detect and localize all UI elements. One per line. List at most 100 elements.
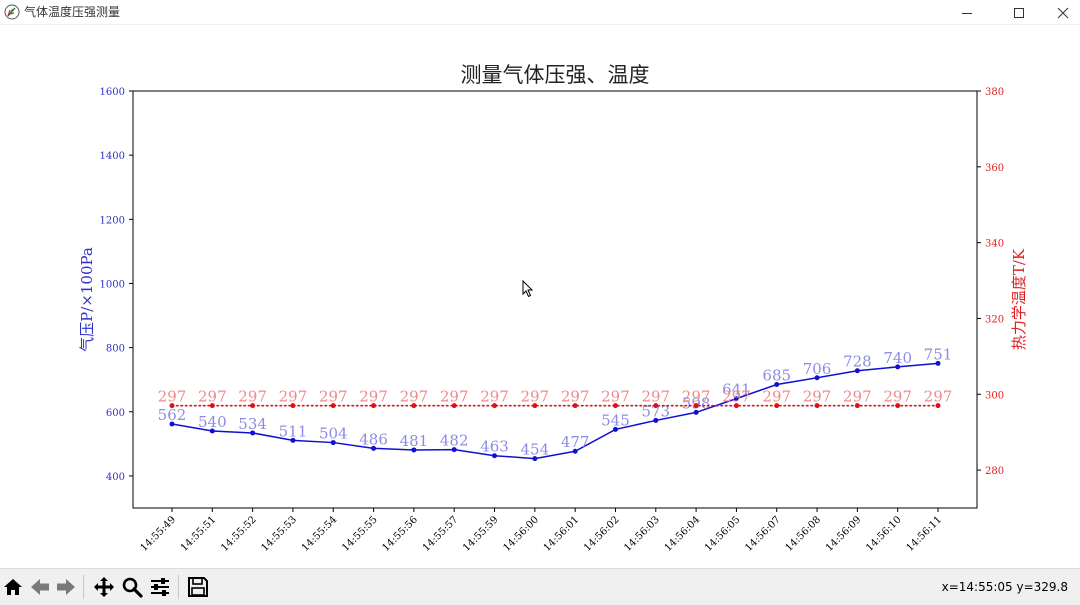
series-1-data-label: 454 — [521, 441, 550, 459]
series-2-data-label: 297 — [400, 388, 429, 406]
x-axis-tick-label: 14:56:03 — [622, 514, 662, 554]
series-1-data-label: 463 — [480, 438, 509, 456]
home-button[interactable] — [1, 574, 25, 600]
series-2-data-label: 297 — [359, 388, 388, 406]
series-2-data-label: 297 — [238, 388, 267, 406]
chart-svg[interactable]: 测量气体压强、温度 400 600 800 1000 1200 1400 1600 280 300… — [0, 25, 1080, 568]
x-axis-tick-label: 14:55:53 — [260, 514, 300, 554]
series-2-data-label: 297 — [803, 388, 832, 406]
series-1-point — [290, 437, 296, 443]
series-2-point — [814, 403, 820, 409]
pan-button[interactable] — [92, 574, 116, 600]
series-2-point — [330, 403, 336, 409]
x-axis-tick-label: 14:56:11 — [905, 514, 945, 554]
feather-app-icon — [4, 4, 20, 20]
navigation-toolbar: x=14:55:05 y=329.8 — [0, 568, 1080, 605]
x-axis-tick-label: 14:56:05 — [703, 514, 743, 554]
series-2-point — [935, 403, 941, 409]
x-axis-tick-label: 14:55:52 — [219, 514, 259, 554]
left-axis-tick-label: 800 — [106, 344, 125, 355]
series-2-data-label: 297 — [480, 388, 509, 406]
series-1-point — [572, 448, 578, 454]
series-2-data-label: 297 — [722, 388, 751, 406]
forward-button[interactable] — [54, 574, 78, 600]
series-1-point — [733, 396, 739, 402]
x-axis-tick-label: 14:56:08 — [784, 514, 824, 554]
series-2-data-label: 297 — [762, 388, 791, 406]
right-axis-tick-label: 320 — [985, 314, 1004, 325]
series-1-point — [693, 409, 699, 415]
right-axis-tick-label: 380 — [985, 87, 1004, 98]
series-2-point — [895, 403, 901, 409]
series-1-data-label: 511 — [279, 422, 308, 440]
configure-button[interactable] — [148, 574, 172, 600]
x-axis-tick-label: 14:56:10 — [864, 514, 904, 554]
maximize-icon — [1014, 7, 1024, 18]
plot-frame — [132, 90, 978, 509]
series-2-point — [612, 403, 618, 409]
zoom-button[interactable] — [120, 574, 144, 600]
sliders-icon — [151, 578, 169, 596]
series-2-data-label: 297 — [521, 388, 550, 406]
x-axis-tick-label: 14:55:54 — [300, 514, 340, 554]
series-1-point — [169, 421, 175, 427]
series-1-data-label: 534 — [238, 415, 267, 433]
x-axis-tick-label: 14:56:07 — [743, 514, 783, 554]
right-axis-tick-label: 340 — [985, 239, 1004, 250]
series-1-data-label: 545 — [601, 411, 630, 429]
series-2-point — [209, 403, 215, 409]
series-2-data-label: 297 — [883, 388, 912, 406]
series-1-point — [209, 428, 215, 434]
close-icon — [1057, 7, 1069, 18]
back-button[interactable] — [28, 574, 52, 600]
series-2-data-label: 297 — [158, 388, 187, 406]
x-axis-tick-label: 14:55:56 — [380, 514, 420, 554]
series-1-data-label: 728 — [843, 353, 872, 371]
series-2-data-label: 297 — [561, 388, 590, 406]
series-2-data-label: 297 — [198, 388, 227, 406]
series-2-data-label: 297 — [440, 388, 469, 406]
left-axis-tick-label: 1600 — [100, 87, 125, 98]
arrow-right-icon — [57, 579, 75, 595]
chart-area[interactable]: 测量气体压强、温度 400 600 800 1000 1200 1400 1600 280 300… — [0, 25, 1080, 568]
series-2-point — [451, 403, 457, 409]
series-1-data-label: 482 — [440, 432, 469, 450]
series-2-point — [774, 403, 780, 409]
series-2-data-label: 297 — [319, 388, 348, 406]
series-1-data-label: 685 — [762, 367, 791, 385]
arrow-left-icon — [31, 579, 49, 595]
home-icon — [4, 579, 22, 595]
series-2-data-label: 297 — [843, 388, 872, 406]
series-2-point — [411, 403, 417, 409]
coordinate-readout: x=14:55:05 y=329.8 — [941, 580, 1068, 594]
series-1-point — [411, 447, 417, 453]
series-1-point — [653, 417, 659, 423]
series-2-point — [572, 403, 578, 409]
series-1-point — [612, 426, 618, 432]
x-axis-tick-label: 14:56:02 — [582, 514, 622, 554]
series-2-data-label: 297 — [641, 388, 670, 406]
series-2-point — [854, 403, 860, 409]
chart-title: 测量气体压强、温度 — [461, 63, 650, 87]
series-1-data-label: 562 — [158, 406, 187, 424]
window-titlebar: 气体温度压强测量 — [0, 0, 1080, 25]
series-1-data-label: 706 — [803, 360, 832, 378]
series-2-point — [250, 403, 256, 409]
maximize-button[interactable] — [996, 0, 1042, 25]
series-2-point — [290, 403, 296, 409]
right-axis-tick-label: 280 — [985, 466, 1004, 477]
right-axis-label: 热力学温度T/K — [1010, 248, 1028, 350]
toolbar-separator — [83, 575, 84, 599]
toolbar-separator — [178, 575, 179, 599]
x-axis-tick-label: 14:56:00 — [501, 514, 541, 554]
series-2-point — [653, 403, 659, 409]
minimize-button[interactable] — [944, 0, 990, 25]
left-axis-tick-label: 400 — [106, 472, 125, 483]
save-button[interactable] — [186, 574, 210, 600]
magnifier-icon — [122, 577, 143, 598]
series-1-point — [774, 382, 780, 388]
series-2-point — [532, 403, 538, 409]
series-1-data-label: 641 — [722, 381, 751, 399]
close-button[interactable] — [1040, 0, 1080, 25]
series-1-point — [250, 430, 256, 436]
